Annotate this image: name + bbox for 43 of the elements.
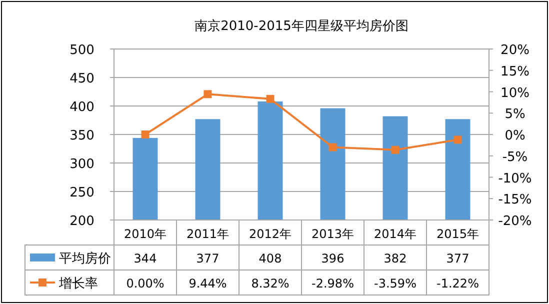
- y2-tick-label: -10%: [498, 171, 532, 186]
- data-label: 408: [258, 252, 282, 266]
- data-label: -3.59%: [374, 276, 416, 290]
- point: [204, 90, 212, 98]
- x-tick-label: 2015年: [436, 227, 480, 241]
- y2-tick-label: 5%: [504, 107, 526, 122]
- legend-label: 平均房价: [59, 250, 111, 266]
- point: [141, 130, 150, 138]
- point: [328, 143, 337, 152]
- data-label: -2.98%: [312, 276, 354, 290]
- y2-tick-label: -20%: [498, 214, 532, 229]
- y-tick-label: 250: [70, 186, 94, 200]
- x-tick-label: 2010年: [124, 227, 167, 241]
- point: [391, 146, 400, 154]
- y-tick-label: 200: [70, 214, 94, 229]
- x-tick-label: 2013年: [311, 227, 354, 241]
- data-label: 8.32%: [251, 276, 290, 290]
- y-tick-label: 500: [70, 43, 94, 58]
- x-tick-label: 2014年: [374, 227, 417, 241]
- data-label: 382: [384, 252, 407, 266]
- y-tick-label: 350: [70, 128, 94, 144]
- data-label: -1.22%: [436, 276, 479, 290]
- y2-tick-label: 15%: [500, 64, 530, 80]
- data-label: 344: [134, 252, 157, 266]
- y2-tick-label: 10%: [500, 86, 530, 101]
- y-tick-label: 300: [70, 157, 94, 172]
- point: [454, 136, 462, 144]
- x-tick-label: 2012年: [248, 227, 292, 241]
- y2-tick-label: -15%: [498, 192, 532, 208]
- data-label: 377: [446, 252, 470, 266]
- y2-tick-label: -5%: [502, 150, 528, 165]
- data-label: 396: [321, 252, 344, 266]
- data-label: 0.00%: [126, 276, 164, 290]
- legend-label: 增长率: [58, 276, 98, 292]
- x-tick-label: 2011年: [186, 227, 230, 241]
- y-tick-label: 450: [70, 72, 94, 86]
- point: [266, 94, 274, 103]
- data-label: 9.44%: [188, 276, 227, 290]
- chart-title: 南京2010-2015年四星级平均房价图: [194, 18, 408, 34]
- data-label: 377: [196, 252, 220, 266]
- y2-tick-label: 0%: [504, 128, 526, 144]
- y-tick-label: 400: [70, 100, 94, 115]
- y2-tick-label: 20%: [500, 43, 530, 58]
